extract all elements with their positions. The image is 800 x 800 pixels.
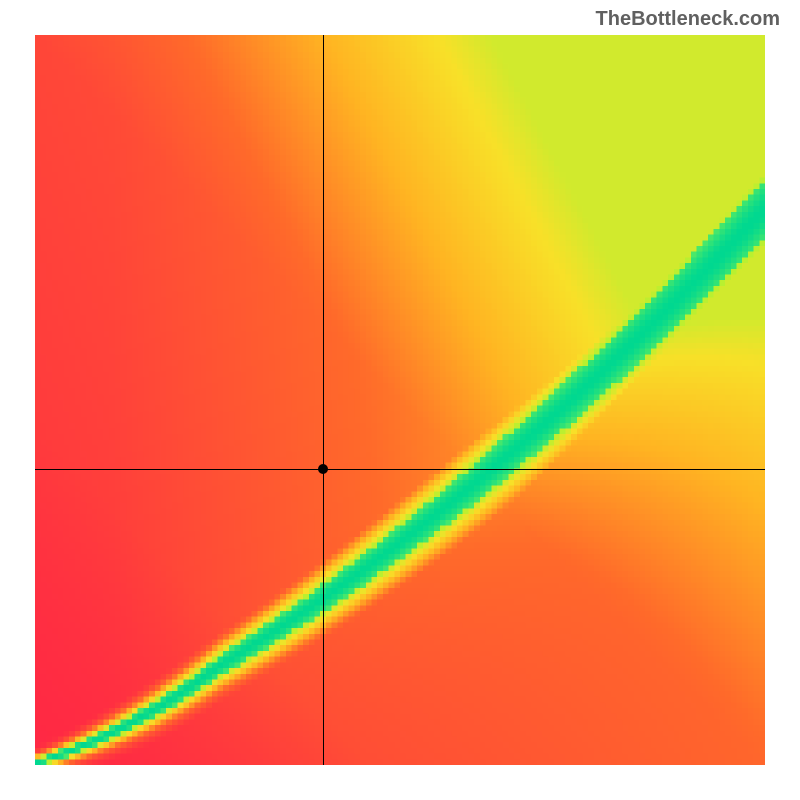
heatmap-canvas [35,35,765,765]
crosshair-vertical [323,35,324,765]
watermark-text: TheBottleneck.com [596,8,780,31]
plot-area [35,35,765,765]
crosshair-marker [318,464,328,474]
chart-container: TheBottleneck.com [0,0,800,800]
crosshair-horizontal [35,469,765,470]
